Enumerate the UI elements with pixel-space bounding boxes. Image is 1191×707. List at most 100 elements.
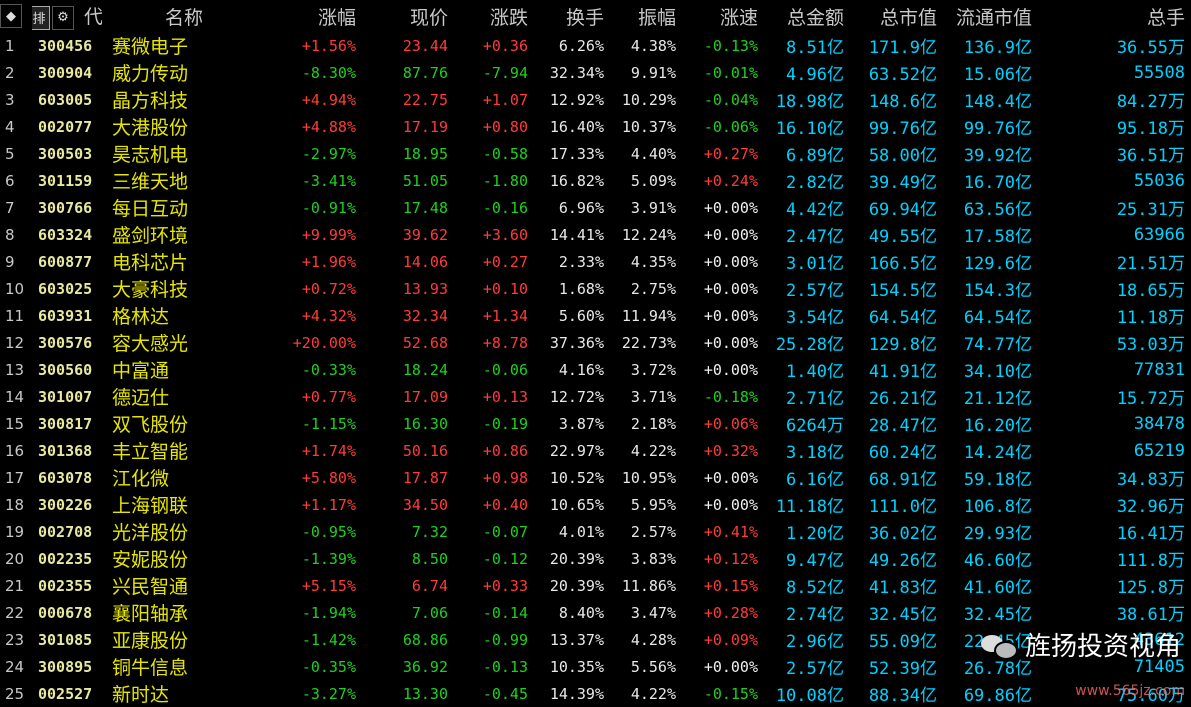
change-cell: +0.80 bbox=[482, 117, 528, 136]
table-row[interactable]: 17 603078 江化微 +5.80% 17.87 +0.98 10.52% 10.95% +… bbox=[0, 464, 1191, 491]
stock-name: 盛剑环境 bbox=[112, 225, 189, 247]
stock-name: 威力传动 bbox=[112, 63, 189, 85]
table-row[interactable]: 18 300226 上海钢联 +1.17% 34.50 +0.40 10.65% 5.95% +… bbox=[0, 491, 1191, 518]
float-cap-cell: 41.60亿 bbox=[963, 578, 1032, 598]
change-cell: +0.86 bbox=[482, 441, 528, 460]
float-cap-cell: 15.06亿 bbox=[963, 65, 1032, 85]
speed-cell: +0.24% bbox=[703, 171, 758, 190]
turnover-cell: 16.82% bbox=[549, 171, 604, 190]
table-row[interactable]: 10 603025 大豪科技 +0.72% 13.93 +0.10 1.68% 2.75% +0… bbox=[0, 275, 1191, 302]
watermark-url: www.565jz.com bbox=[1075, 683, 1185, 699]
table-row[interactable]: 12 300576 容大感光 +20.00% 52.68 +8.78 37.36% 22.73… bbox=[0, 329, 1191, 356]
stock-name: 丰立智能 bbox=[112, 441, 189, 463]
sort-icon[interactable]: 排 bbox=[32, 5, 50, 30]
stock-code: 300904 bbox=[38, 63, 93, 82]
table-row[interactable]: 14 301007 德迈仕 +0.77% 17.09 +0.13 12.72% 3.71% -0… bbox=[0, 383, 1191, 410]
table-row[interactable]: 13 300560 中富通 -0.33% 18.24 -0.06 4.16% 3.72% +0.… bbox=[0, 356, 1191, 383]
column-header-speed[interactable]: 涨速 bbox=[719, 6, 758, 29]
column-header-amount[interactable]: 总金额 bbox=[786, 6, 844, 29]
gear-icon[interactable]: ⚙ bbox=[52, 5, 74, 30]
change-pct-cell: +0.77% bbox=[301, 387, 356, 406]
table-row[interactable]: 21 002355 兴民智通 +5.15% 6.74 +0.33 20.39% 11.86% +… bbox=[0, 572, 1191, 599]
amount-cell: 3.18亿 bbox=[786, 443, 844, 463]
column-header-code[interactable]: 排 ⚙ 代码 bbox=[32, 0, 102, 32]
volume-cell: 25.31万 bbox=[1116, 200, 1185, 220]
speed-cell: +0.00% bbox=[703, 225, 758, 244]
amplitude-cell: 4.35% bbox=[630, 252, 676, 271]
back-icon[interactable]: ◆ bbox=[0, 4, 22, 28]
volume-cell: 32.96万 bbox=[1116, 497, 1185, 517]
row-index: 12 bbox=[5, 333, 25, 352]
table-row[interactable]: 1 300456 赛微电子 +1.56% 23.44 +0.36 6.26% 4.38% -0.… bbox=[0, 32, 1191, 59]
price-cell: 32.34 bbox=[402, 306, 448, 325]
amplitude-cell: 3.47% bbox=[630, 603, 676, 622]
amount-cell: 3.01亿 bbox=[786, 254, 844, 274]
amount-cell: 6264万 bbox=[786, 416, 844, 436]
table-row[interactable]: 24 300895 铜牛信息 -0.35% 36.92 -0.13 10.35% 5.56% +… bbox=[0, 653, 1191, 680]
table-row[interactable]: 3 603005 晶方科技 +4.94% 22.75 +1.07 12.92% 10.29% -… bbox=[0, 86, 1191, 113]
table-row[interactable]: 5 300503 昊志机电 -2.97% 18.95 -0.58 17.33% 4.40% +0… bbox=[0, 140, 1191, 167]
table-row[interactable]: 4 002077 大港股份 +4.88% 17.19 +0.80 16.40% 10.37% -… bbox=[0, 113, 1191, 140]
stock-name: 晶方科技 bbox=[112, 90, 189, 112]
table-row[interactable]: 23 301085 亚康股份 -1.42% 68.86 -0.99 13.37% 4.28% +… bbox=[0, 626, 1191, 653]
table-row[interactable]: 15 300817 双飞股份 -1.15% 16.30 -0.19 3.87% 2.18% +0… bbox=[0, 410, 1191, 437]
column-header-amplitude[interactable]: 振幅 bbox=[637, 6, 676, 29]
table-row[interactable]: 20 002235 安妮股份 -1.39% 8.50 -0.12 20.39% 3.83% +0… bbox=[0, 545, 1191, 572]
column-header-change[interactable]: 涨跌 bbox=[489, 6, 528, 29]
change-cell: +0.36 bbox=[482, 36, 528, 55]
column-header-price[interactable]: 现价 bbox=[409, 6, 448, 29]
amount-cell: 4.96亿 bbox=[786, 65, 844, 85]
row-index: 16 bbox=[5, 441, 25, 460]
table-row[interactable]: 11 603931 格林达 +4.32% 32.34 +1.34 5.60% 11.94% +0… bbox=[0, 302, 1191, 329]
table-row[interactable]: 8 603324 盛剑环境 +9.99% 39.62 +3.60 14.41% 12.24% +… bbox=[0, 221, 1191, 248]
table-row[interactable]: 2 300904 威力传动 -8.30% 87.76 -7.94 32.34% 9.91% -0… bbox=[0, 59, 1191, 86]
volume-cell: 63966 bbox=[1133, 224, 1185, 245]
table-row[interactable]: 7 300766 每日互动 -0.91% 17.48 -0.16 6.96% 3.91% +0.… bbox=[0, 194, 1191, 221]
price-cell: 52.68 bbox=[402, 333, 448, 352]
table-row[interactable]: 9 600877 电科芯片 +1.96% 14.06 +0.27 2.33% 4.35% +0.… bbox=[0, 248, 1191, 275]
turnover-cell: 12.92% bbox=[549, 90, 604, 109]
change-pct-cell: -0.35% bbox=[301, 657, 356, 676]
mkt-cap-cell: 64.54亿 bbox=[868, 308, 937, 328]
table-row[interactable]: 6 301159 三维天地 -3.41% 51.05 -1.80 16.82% 5.09% +0… bbox=[0, 167, 1191, 194]
float-cap-cell: 129.6亿 bbox=[963, 254, 1032, 274]
change-cell: -0.45 bbox=[482, 684, 528, 703]
stock-name: 赛微电子 bbox=[112, 36, 189, 58]
speed-cell: +0.06% bbox=[703, 414, 758, 433]
turnover-cell: 13.37% bbox=[549, 630, 604, 649]
mkt-cap-cell: 58.00亿 bbox=[868, 146, 937, 166]
table-row[interactable]: 25 002527 新时达 -3.27% 13.30 -0.45 14.39% 4.22% -0… bbox=[0, 680, 1191, 707]
price-cell: 17.87 bbox=[402, 468, 448, 487]
float-cap-cell: 63.56亿 bbox=[963, 200, 1032, 220]
speed-cell: +0.00% bbox=[703, 198, 758, 217]
table-row[interactable]: 16 301368 丰立智能 +1.74% 50.16 +0.86 22.97% 4.22% +… bbox=[0, 437, 1191, 464]
table-row[interactable]: 22 000678 襄阳轴承 -1.94% 7.06 -0.14 8.40% 3.47% +0.… bbox=[0, 599, 1191, 626]
price-cell: 22.75 bbox=[402, 90, 448, 109]
toolbar: ◆ bbox=[0, 0, 32, 32]
float-cap-cell: 74.77亿 bbox=[963, 335, 1032, 355]
stock-name: 每日互动 bbox=[112, 198, 189, 220]
change-pct-cell: +4.94% bbox=[301, 90, 356, 109]
price-cell: 13.30 bbox=[402, 684, 448, 703]
amount-cell: 2.74亿 bbox=[786, 605, 844, 625]
row-index: 8 bbox=[5, 225, 15, 244]
change-pct-cell: +9.99% bbox=[301, 225, 356, 244]
column-header-turnover[interactable]: 换手 bbox=[565, 6, 604, 29]
column-header-change-pct[interactable]: 涨幅 bbox=[317, 6, 356, 29]
volume-cell: 77831 bbox=[1133, 359, 1185, 380]
column-header-name[interactable]: 名称 bbox=[164, 6, 203, 29]
volume-cell: 15.72万 bbox=[1116, 389, 1185, 409]
volume-cell: 65219 bbox=[1133, 440, 1185, 461]
amount-cell: 25.28亿 bbox=[775, 335, 844, 355]
change-cell: +8.78 bbox=[482, 333, 528, 352]
table-row[interactable]: 19 002708 光洋股份 -0.95% 7.32 -0.07 4.01% 2.57% +0.… bbox=[0, 518, 1191, 545]
row-index: 14 bbox=[5, 387, 25, 406]
speed-cell: +0.00% bbox=[703, 279, 758, 298]
turnover-cell: 4.01% bbox=[558, 522, 604, 541]
column-header-float-cap[interactable]: 流通市值 bbox=[955, 6, 1032, 29]
turnover-cell: 5.60% bbox=[558, 306, 604, 325]
mkt-cap-cell: 99.76亿 bbox=[868, 119, 937, 139]
column-header-mkt-cap[interactable]: 总市值 bbox=[879, 6, 937, 29]
change-cell: +3.60 bbox=[482, 225, 528, 244]
column-header-volume[interactable]: 总手 bbox=[1146, 6, 1185, 29]
